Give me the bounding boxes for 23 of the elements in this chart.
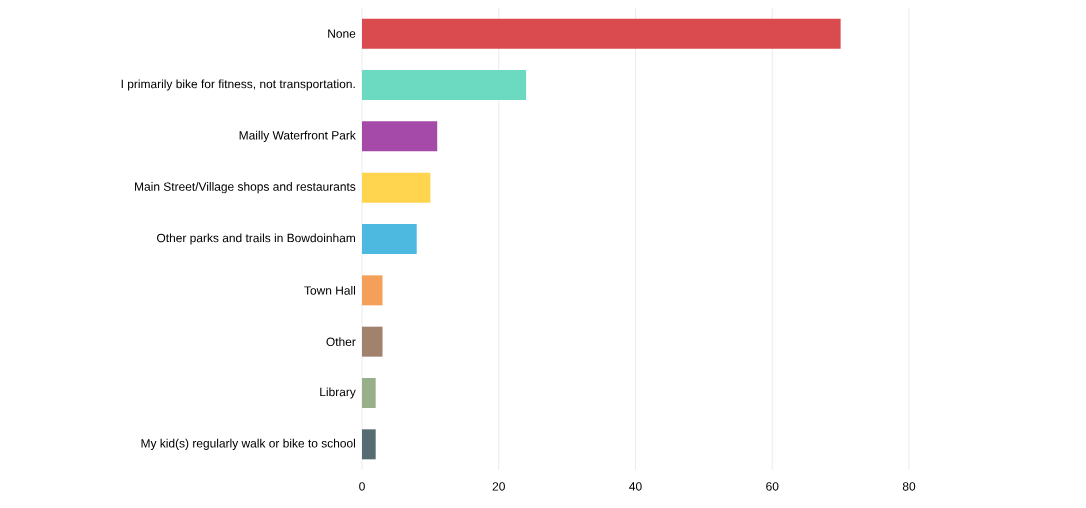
bar — [362, 326, 383, 357]
bar — [362, 70, 527, 100]
x-tick-label: 0 — [359, 482, 365, 491]
bar — [362, 18, 841, 49]
bar — [362, 172, 431, 203]
y-tick-label: I primarily bike for fitness, not transportation. — [121, 79, 355, 91]
bar — [362, 429, 376, 460]
bar — [362, 224, 417, 254]
x-tick-label: 20 — [492, 482, 505, 491]
y-tick-label: My kid(s) regularly walk or bike to school — [141, 438, 355, 450]
y-tick-label: Mailly Waterfront Park — [239, 130, 356, 142]
bar — [362, 121, 438, 152]
x-tick-label: 60 — [766, 482, 779, 491]
y-tick-label: Town Hall — [304, 285, 356, 295]
y-tick-label: Other parks and trails in Bowdoinham — [157, 233, 355, 245]
y-tick-label: None — [328, 29, 356, 38]
y-tick-label: Other — [326, 337, 356, 347]
y-tick-label: Library — [320, 387, 356, 399]
y-tick-label: Main Street/Village shops and restaurants — [135, 182, 356, 194]
x-tick-label: 40 — [629, 482, 642, 491]
bar — [362, 275, 383, 306]
bar — [362, 377, 376, 408]
x-tick-label: 80 — [902, 482, 916, 491]
